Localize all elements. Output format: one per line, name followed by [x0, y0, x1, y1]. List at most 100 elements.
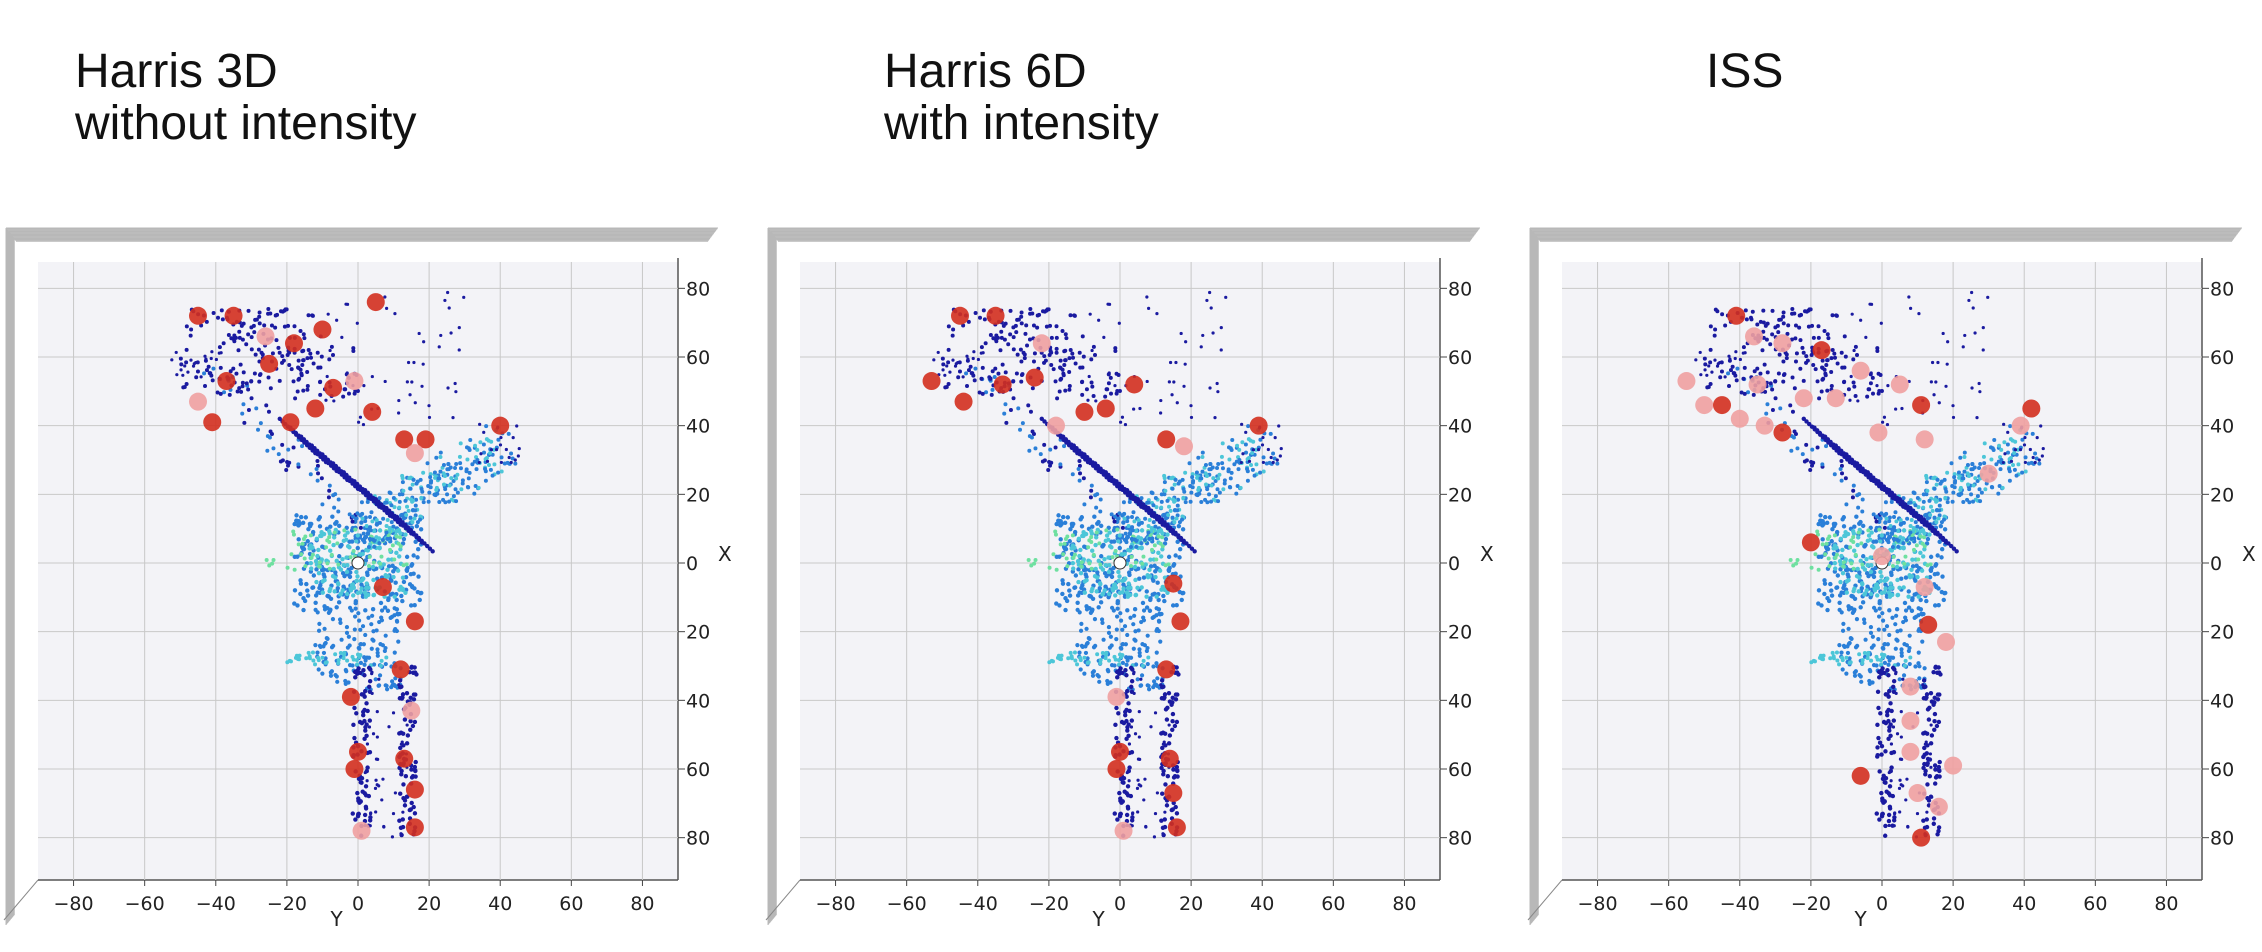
keypoint	[405, 444, 424, 463]
cloud-point	[1111, 565, 1116, 571]
cloud-point	[1107, 530, 1112, 535]
cloud-point	[274, 338, 279, 343]
cloud-point	[1801, 416, 1806, 421]
cloud-point	[1965, 497, 1970, 502]
cloud-point	[400, 575, 406, 580]
cloud-point	[1069, 521, 1075, 527]
x-tick-label: −40	[1720, 893, 1760, 915]
cloud-point	[410, 520, 415, 525]
cloud-point	[335, 679, 340, 684]
cloud-point	[370, 691, 374, 695]
cloud-point	[1067, 588, 1072, 593]
cloud-point	[1708, 347, 1713, 352]
cloud-point	[1901, 496, 1906, 501]
keypoints	[922, 306, 1268, 840]
cloud-point	[1822, 434, 1828, 439]
cloud-point	[454, 462, 459, 467]
cloud-point	[1908, 500, 1913, 505]
cloud-point	[354, 578, 359, 584]
cloud-point	[1013, 323, 1018, 328]
cloud-point	[1840, 471, 1845, 476]
cloud-point	[1141, 575, 1147, 580]
cloud-point	[1047, 459, 1052, 464]
cloud-point	[1083, 567, 1089, 572]
cloud-point	[1203, 497, 1208, 502]
cloud-point	[1172, 723, 1178, 729]
cloud-point	[375, 650, 380, 655]
cloud-point	[1258, 470, 1263, 475]
cloud-point	[217, 345, 222, 350]
cloud-point	[386, 564, 392, 569]
cloud-point	[1082, 590, 1087, 595]
cloud-point	[1064, 336, 1069, 341]
cloud-point	[488, 450, 493, 455]
cloud-point	[1958, 455, 1963, 460]
cloud-point	[1067, 384, 1072, 389]
cloud-point	[1113, 348, 1118, 353]
cloud-point	[343, 387, 348, 392]
cloud-point	[1133, 629, 1138, 634]
cloud-point	[1877, 606, 1882, 611]
cloud-point	[406, 508, 411, 513]
cloud-point	[1997, 484, 2002, 489]
keypoint	[1171, 612, 1190, 631]
cloud-point	[326, 495, 331, 500]
cloud-point	[515, 424, 519, 428]
cloud-point	[1114, 705, 1119, 711]
cloud-point	[1901, 585, 1906, 590]
cloud-point	[288, 659, 293, 664]
title-line-1: Harris 3D	[75, 45, 278, 98]
cloud-point	[1192, 549, 1197, 554]
cloud-point	[1800, 345, 1805, 350]
cloud-point	[1086, 636, 1091, 641]
cloud-point	[1167, 504, 1172, 509]
cloud-point	[328, 548, 333, 553]
cloud-point	[336, 509, 341, 514]
cloud-point	[1895, 629, 1900, 634]
keypoint	[1160, 749, 1179, 768]
cloud-point	[1129, 684, 1134, 690]
cloud-point	[379, 658, 384, 663]
cloud-point	[1107, 302, 1112, 306]
cloud-point	[348, 555, 353, 560]
cloud-point	[301, 607, 306, 613]
cloud-point	[1107, 658, 1112, 663]
cloud-point	[1061, 514, 1066, 520]
cloud-point	[1079, 560, 1084, 565]
cloud-point	[1900, 406, 1904, 411]
cloud-point	[1226, 469, 1231, 474]
cloud-point	[1159, 517, 1165, 522]
cloud-point	[1763, 389, 1768, 394]
cloud-point	[1760, 348, 1765, 353]
cloud-point	[346, 634, 351, 639]
cloud-point	[184, 382, 189, 387]
box-frame	[3, 227, 718, 925]
cloud-point	[2020, 470, 2025, 475]
cloud-point	[1832, 472, 1837, 477]
cloud-point	[1855, 493, 1860, 498]
cloud-point	[1065, 564, 1070, 569]
cloud-point	[950, 333, 955, 338]
cloud-point	[2000, 485, 2005, 490]
cloud-point	[305, 588, 310, 593]
cloud-point	[1811, 362, 1816, 367]
cloud-point	[1077, 553, 1082, 559]
keypoint	[313, 320, 332, 339]
cloud-point	[1129, 563, 1134, 568]
cloud-point	[1182, 384, 1186, 388]
cloud-point	[1846, 607, 1852, 612]
cloud-point	[306, 526, 311, 532]
cloud-point	[1865, 656, 1870, 661]
cloud-point	[2023, 460, 2027, 465]
cloud-point	[365, 765, 370, 770]
cloud-point	[1773, 379, 1778, 384]
cloud-point	[1868, 381, 1873, 386]
cloud-point	[1089, 566, 1094, 571]
cloud-point	[324, 545, 329, 550]
cloud-point	[1866, 528, 1871, 533]
cloud-point	[1843, 354, 1848, 359]
cloud-point	[451, 416, 455, 420]
cloud-point	[310, 529, 316, 535]
cloud-point	[315, 459, 320, 464]
cloud-point	[269, 323, 274, 328]
